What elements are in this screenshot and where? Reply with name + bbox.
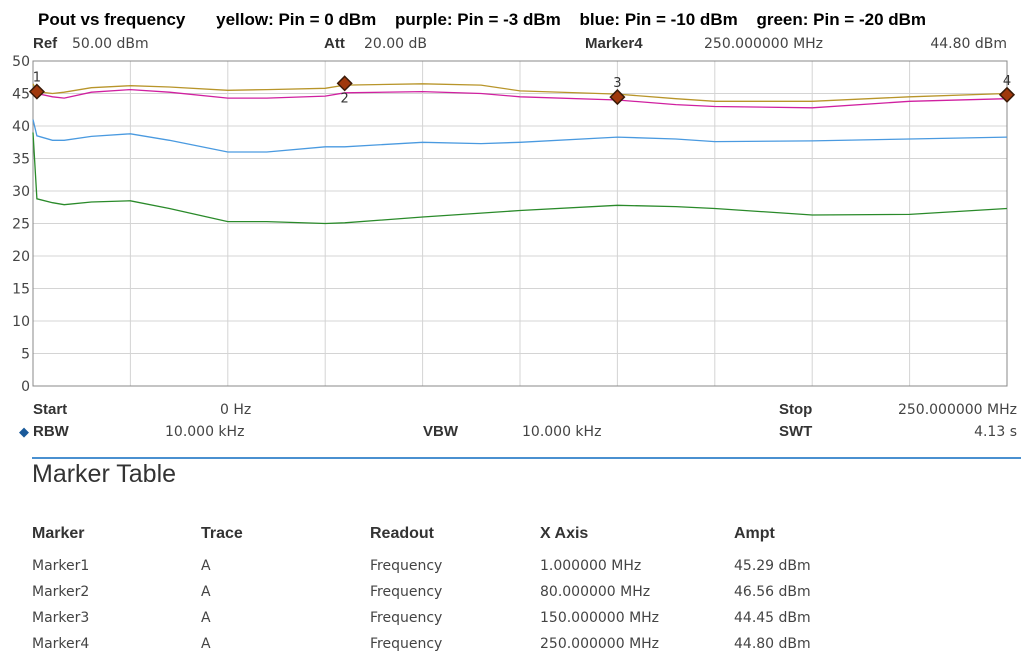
table-cell: Marker2 [32, 584, 90, 600]
marker-freq: 250.000000 MHz [704, 36, 824, 52]
marker-diamond-icon [998, 86, 1016, 103]
table-cell: 250.000000 MHz [540, 636, 660, 652]
column-header: Readout [370, 525, 434, 542]
legend-blue: blue: Pin = -10 dBm [579, 10, 738, 29]
rbw-label: RBW [33, 423, 69, 440]
ref-label: Ref [33, 35, 58, 52]
marker-diamond-icon [336, 75, 353, 92]
rbw-diamond-icon: ◆ [19, 424, 29, 439]
marker-table-title: Marker Table [32, 460, 177, 488]
y-tick-label: 15 [12, 282, 30, 298]
y-tick-label: 35 [12, 152, 30, 168]
legend-yellow: yellow: Pin = 0 dBm [216, 10, 377, 29]
trace-line [32, 88, 1008, 109]
trace-line [32, 132, 1008, 225]
table-cell: Marker1 [32, 558, 90, 574]
trace-line [32, 119, 1008, 153]
marker-label: 2 [341, 91, 349, 106]
y-tick-label: 50 [12, 54, 30, 70]
spectrum-plot: 0 5 10 15 20 25 30 35 40 45 501 2 3 4 [12, 54, 1016, 395]
marker-label: 3 [613, 76, 621, 91]
column-header: X Axis [540, 525, 589, 542]
stop-label: Stop [779, 401, 813, 418]
swt-label: SWT [779, 423, 813, 440]
table-cell: 44.80 dBm [734, 636, 811, 652]
rbw-value: 10.000 kHz [165, 424, 245, 440]
column-header: Marker [32, 525, 85, 542]
y-tick-label: 40 [12, 119, 30, 135]
vbw-value: 10.000 kHz [522, 424, 602, 440]
table-cell: 44.45 dBm [734, 610, 811, 626]
table-cell: A [201, 636, 211, 652]
table-cell: Frequency [370, 558, 443, 574]
start-label: Start [33, 401, 68, 418]
y-tick-label: 45 [12, 87, 30, 103]
trace-line [32, 83, 1008, 102]
table-cell: 45.29 dBm [734, 558, 811, 574]
att-label: Att [324, 35, 345, 52]
legend-purple: purple: Pin = -3 dBm [394, 10, 561, 29]
table-cell: Frequency [370, 584, 443, 600]
table-cell: Frequency [370, 636, 443, 652]
divider [32, 457, 1021, 459]
vbw-label: VBW [423, 423, 458, 440]
table-cell: 46.56 dBm [734, 584, 811, 600]
title-text: Pout vs frequency [38, 10, 186, 29]
table-cell: Marker4 [32, 636, 90, 652]
y-tick-label: 25 [12, 217, 30, 233]
table-cell: A [201, 558, 211, 574]
table-cell: A [201, 584, 211, 600]
y-tick-label: 5 [21, 347, 30, 363]
column-header: Ampt [734, 525, 775, 542]
table-cell: Frequency [370, 610, 443, 626]
ref-value: 50.00 dBm [72, 36, 149, 52]
marker-label: Marker4 [585, 35, 643, 52]
marker-ampt: 44.80 dBm [930, 36, 1007, 52]
table-cell: 1.000000 MHz [540, 558, 642, 574]
y-tick-label: 10 [12, 314, 30, 330]
table-cell: 150.000000 MHz [540, 610, 660, 626]
swt-value: 4.13 s [974, 424, 1017, 440]
stop-value: 250.000000 MHz [897, 402, 1017, 418]
plot-frame [32, 60, 1008, 387]
marker-diamond-icon [28, 83, 45, 100]
marker-label: 1 [33, 71, 41, 86]
marker-diamond-icon [609, 89, 626, 106]
y-tick-label: 0 [21, 379, 30, 395]
chart-title: Pout vs frequency yellow: Pin = 0 dBm pu… [38, 10, 952, 30]
att-value: 20.00 dB [364, 36, 428, 52]
y-tick-label: 20 [12, 249, 30, 265]
y-tick-label: 30 [12, 184, 30, 200]
start-value: 0 Hz [220, 402, 252, 418]
table-cell: A [201, 610, 211, 626]
marker-label: 4 [1003, 74, 1011, 89]
table-cell: Marker3 [32, 610, 90, 626]
table-cell: 80.000000 MHz [540, 584, 651, 600]
legend-green: green: Pin = -20 dBm [756, 10, 927, 29]
column-header: Trace [201, 525, 243, 542]
